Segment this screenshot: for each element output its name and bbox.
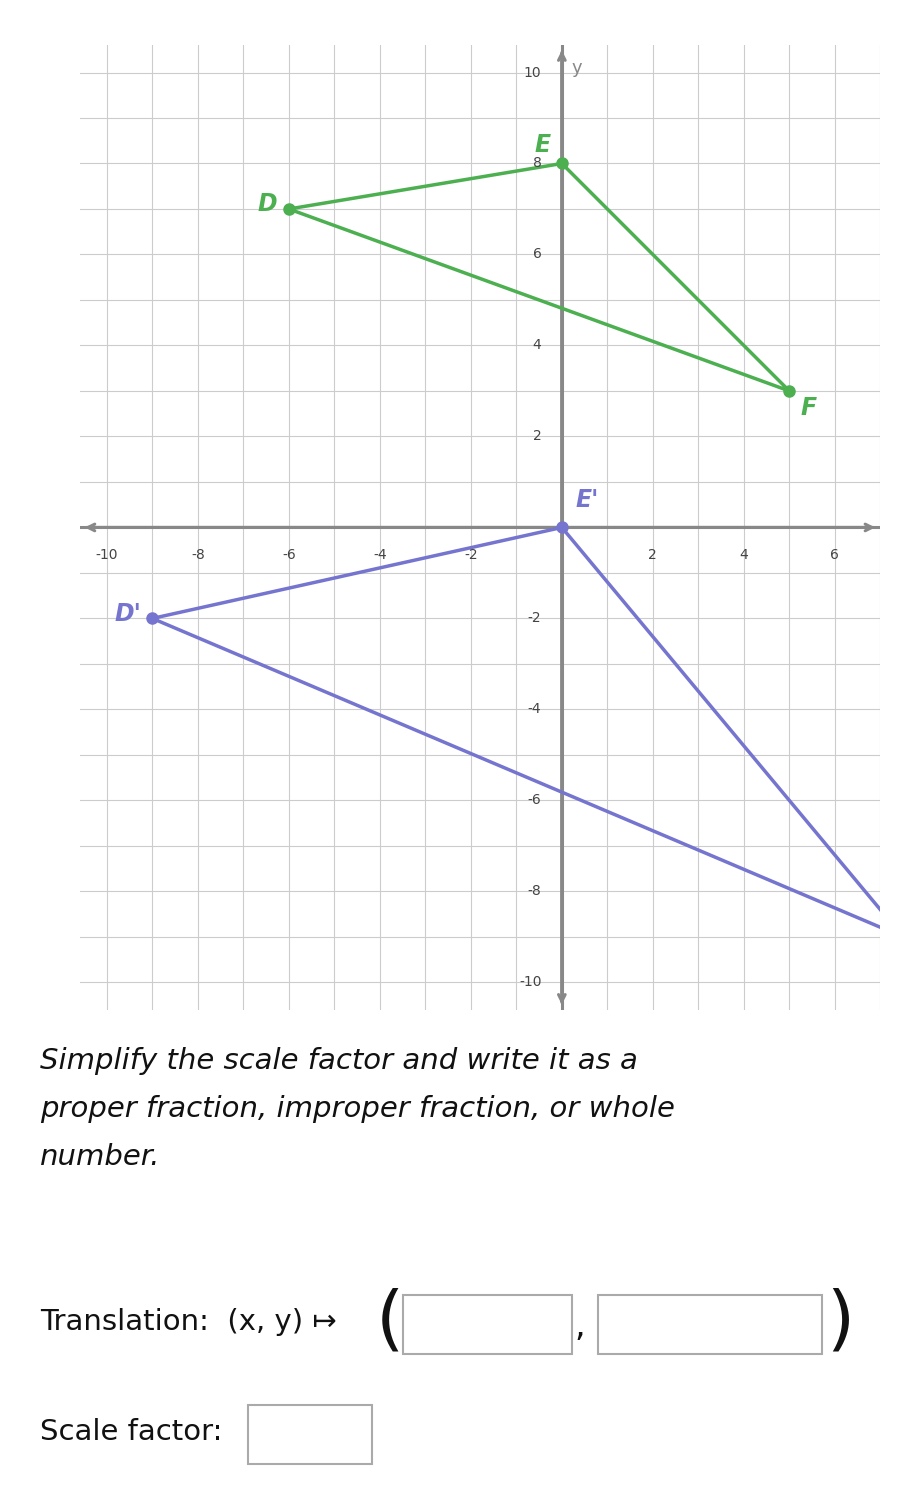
Text: -10: -10	[96, 549, 118, 562]
Text: E: E	[534, 133, 550, 157]
Text: proper fraction, improper fraction, or whole: proper fraction, improper fraction, or w…	[40, 1094, 675, 1123]
Text: 6: 6	[533, 247, 542, 262]
Text: -8: -8	[528, 885, 542, 898]
Text: -2: -2	[528, 612, 542, 625]
Text: -4: -4	[373, 549, 387, 562]
Text: -2: -2	[464, 549, 478, 562]
FancyBboxPatch shape	[598, 1295, 822, 1353]
Text: 4: 4	[739, 549, 749, 562]
Text: number.: number.	[40, 1142, 161, 1171]
Text: Simplify the scale factor and write it as a: Simplify the scale factor and write it a…	[40, 1047, 638, 1074]
FancyBboxPatch shape	[403, 1295, 572, 1353]
FancyBboxPatch shape	[248, 1405, 372, 1463]
Text: -6: -6	[282, 549, 295, 562]
Text: 2: 2	[649, 549, 657, 562]
Text: D: D	[258, 193, 278, 217]
Text: -8: -8	[191, 549, 205, 562]
Text: (: (	[376, 1287, 404, 1356]
Text: 2: 2	[533, 429, 542, 443]
Text: 8: 8	[533, 157, 542, 170]
Text: D': D'	[114, 601, 141, 625]
Text: -10: -10	[519, 975, 542, 990]
Text: ,: ,	[575, 1311, 585, 1343]
Text: E': E'	[576, 488, 599, 511]
Text: 6: 6	[831, 549, 839, 562]
Text: Translation:  (x, y) ↦: Translation: (x, y) ↦	[40, 1308, 337, 1335]
Text: F: F	[800, 395, 817, 419]
Text: 4: 4	[533, 339, 542, 353]
Text: y: y	[571, 59, 581, 77]
Text: -4: -4	[528, 702, 542, 716]
Text: Scale factor:: Scale factor:	[40, 1418, 222, 1445]
Text: -6: -6	[528, 793, 542, 808]
Text: ): )	[826, 1287, 854, 1356]
Text: 10: 10	[523, 65, 542, 80]
